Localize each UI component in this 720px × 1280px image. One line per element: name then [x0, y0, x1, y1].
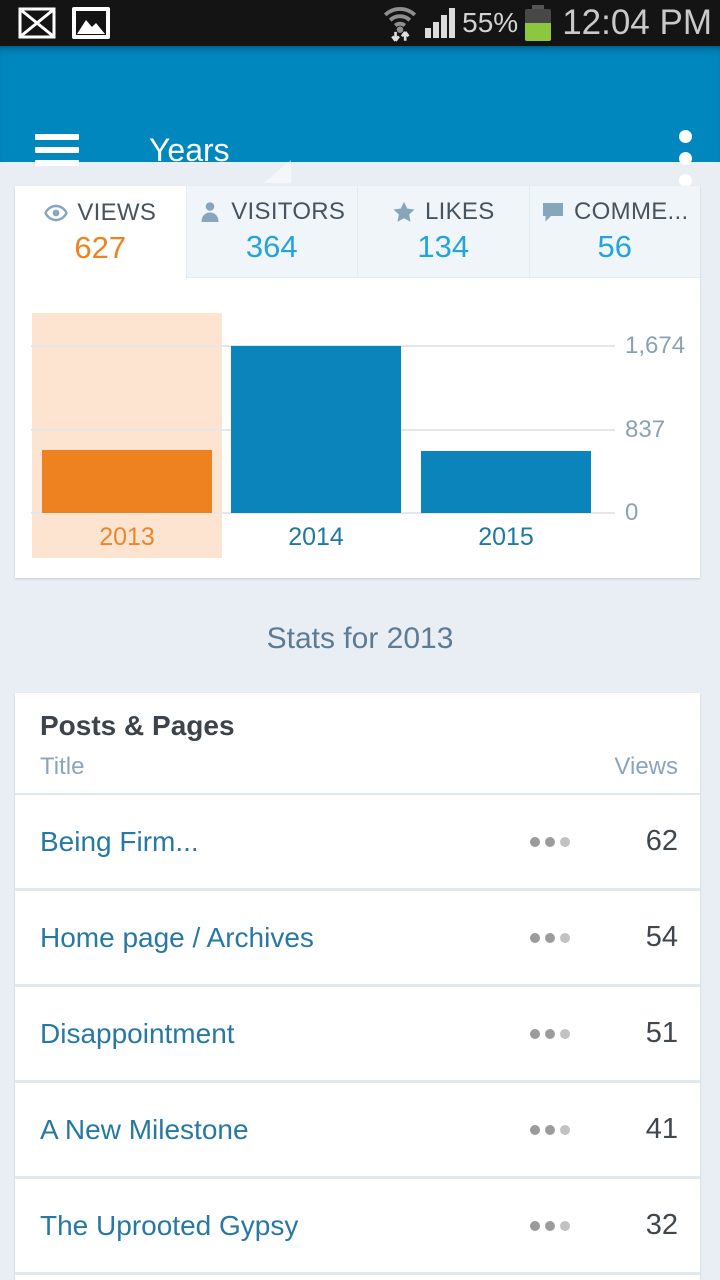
wifi-icon	[383, 7, 417, 42]
column-header-views: Views	[614, 753, 678, 780]
post-views-count: 41	[645, 1113, 678, 1145]
y-axis-tick-zero: 0	[625, 499, 639, 526]
stats-tab-bar: VIEWS 627 VISITORS 364	[15, 186, 700, 278]
gallery-notification-icon	[72, 7, 110, 39]
post-row[interactable]: The Uprooted Gypsy 32	[15, 1179, 700, 1275]
bar-2015[interactable]	[421, 451, 591, 513]
posts-column-headers: Title Views	[15, 743, 700, 795]
app-header: Years	[0, 46, 720, 187]
post-row[interactable]: Disappointment 51	[15, 987, 700, 1083]
overflow-menu-icon[interactable]	[679, 130, 692, 187]
tab-visitors-value: 364	[245, 229, 298, 264]
post-row[interactable]: Home page / Archives 54	[15, 891, 700, 987]
bar-2013[interactable]	[42, 450, 212, 513]
post-views-count: 62	[645, 825, 678, 857]
period-selector-title[interactable]: Years	[149, 132, 230, 168]
speech-bubble-icon	[543, 203, 564, 222]
posts-pages-card: Posts & Pages Title Views Being Firm... …	[15, 693, 700, 1280]
tab-likes-value: 134	[417, 229, 470, 264]
status-indicators: 55% 12:04 PM	[382, 3, 712, 43]
x-axis-label-2014: 2014	[288, 523, 344, 551]
star-icon	[393, 201, 415, 222]
tab-comments-label: COMME...	[574, 198, 689, 225]
tab-likes-label: LIKES	[424, 198, 495, 225]
post-views-count: 51	[645, 1017, 678, 1049]
gridline-baseline	[31, 512, 615, 514]
x-axis-label-2015: 2015	[478, 523, 534, 551]
ellipsis-icon[interactable]	[530, 932, 570, 943]
signal-strength-icon	[425, 8, 456, 38]
post-row[interactable]: Being Firm... 62	[15, 795, 700, 891]
post-title-link[interactable]: Home page / Archives	[40, 921, 314, 953]
post-title-link[interactable]: Being Firm...	[40, 825, 199, 857]
posts-pages-title: Posts & Pages	[40, 710, 235, 741]
tab-visitors[interactable]: VISITORS 364	[185, 186, 357, 278]
email-notification-icon	[18, 7, 56, 39]
tab-comments[interactable]: COMME... 56	[528, 186, 700, 278]
post-title-link[interactable]: A New Milestone	[40, 1113, 249, 1145]
bar-2014[interactable]	[231, 346, 401, 513]
ellipsis-icon[interactable]	[530, 1220, 570, 1231]
notification-icons	[18, 7, 110, 39]
section-heading: Stats for 2013	[266, 622, 454, 655]
ellipsis-icon[interactable]	[530, 1028, 570, 1039]
person-icon	[201, 202, 219, 222]
eye-icon	[44, 204, 69, 221]
y-axis-tick-mid: 837	[625, 416, 666, 443]
status-bar: 55% 12:04 PM	[0, 0, 720, 46]
post-row[interactable]: A New Milestone 41	[15, 1083, 700, 1179]
post-title-link[interactable]: The Uprooted Gypsy	[40, 1209, 299, 1241]
post-views-count: 32	[645, 1209, 678, 1241]
tab-views-label: VIEWS	[77, 198, 157, 226]
x-axis-label-2013: 2013	[99, 523, 155, 551]
clock: 12:04 PM	[562, 3, 712, 42]
ellipsis-icon[interactable]	[530, 836, 570, 847]
tab-views[interactable]: VIEWS 627	[15, 186, 186, 278]
tab-views-value: 627	[74, 229, 127, 265]
hamburger-menu-icon[interactable]	[35, 134, 79, 173]
column-header-title: Title	[40, 753, 85, 780]
views-bar-chart: 2013 2014 2015 1,674 837 0	[15, 278, 700, 578]
post-views-count: 54	[645, 921, 678, 953]
ellipsis-icon[interactable]	[530, 1124, 570, 1135]
post-title-link[interactable]: Disappointment	[40, 1017, 235, 1049]
stats-card: VIEWS 627 VISITORS 364	[15, 186, 700, 578]
battery-percent: 55%	[462, 7, 519, 38]
spinner-dropdown-triangle-icon[interactable]	[264, 160, 291, 183]
battery-icon	[525, 5, 552, 41]
tab-visitors-label: VISITORS	[231, 198, 346, 225]
selected-column-highlight	[32, 313, 222, 558]
y-axis-tick-max: 1,674	[625, 332, 686, 359]
tab-likes[interactable]: LIKES 134	[357, 186, 529, 278]
tab-comments-value: 56	[597, 229, 632, 264]
